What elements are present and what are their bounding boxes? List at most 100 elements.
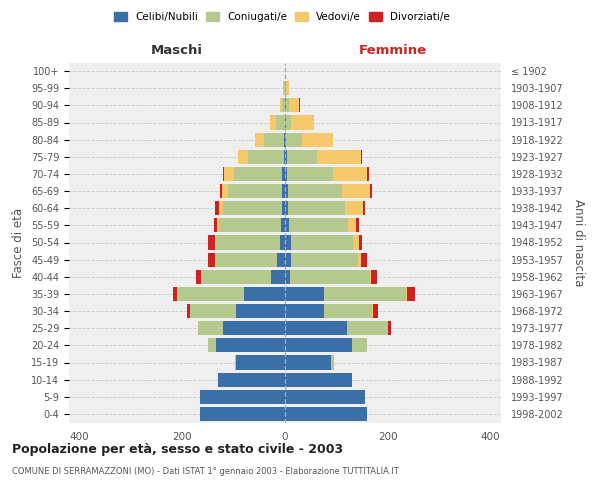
Text: Femmine: Femmine: [359, 44, 427, 58]
Bar: [302, 132, 334, 146]
Bar: [236, 304, 285, 318]
Bar: [215, 201, 218, 215]
Bar: [359, 236, 362, 250]
Bar: [373, 304, 378, 318]
Bar: [362, 201, 365, 215]
Bar: [223, 167, 224, 181]
Bar: [407, 287, 415, 301]
Bar: [299, 98, 300, 112]
Bar: [248, 150, 284, 164]
Bar: [352, 338, 367, 352]
Bar: [371, 270, 377, 284]
Bar: [285, 390, 365, 404]
Bar: [276, 116, 285, 130]
Bar: [361, 150, 362, 164]
Bar: [235, 356, 236, 370]
Bar: [285, 407, 367, 421]
Text: Maschi: Maschi: [151, 44, 203, 58]
Bar: [291, 252, 358, 266]
Bar: [358, 252, 361, 266]
Bar: [229, 184, 283, 198]
Bar: [196, 270, 200, 284]
Bar: [285, 132, 286, 146]
Bar: [223, 321, 285, 335]
Bar: [236, 356, 285, 370]
Bar: [323, 287, 406, 301]
Bar: [370, 184, 373, 198]
Bar: [281, 218, 285, 232]
Bar: [208, 252, 215, 266]
Bar: [271, 270, 285, 284]
Bar: [215, 338, 285, 352]
Bar: [285, 321, 347, 335]
Y-axis label: Fasce di età: Fasce di età: [13, 208, 25, 278]
Bar: [288, 201, 344, 215]
Bar: [285, 201, 288, 215]
Bar: [347, 321, 388, 335]
Bar: [285, 150, 287, 164]
Bar: [224, 167, 233, 181]
Bar: [367, 167, 370, 181]
Bar: [190, 304, 236, 318]
Bar: [285, 270, 290, 284]
Bar: [283, 167, 285, 181]
Bar: [284, 81, 285, 95]
Bar: [388, 321, 391, 335]
Bar: [285, 116, 286, 130]
Bar: [208, 236, 215, 250]
Bar: [406, 287, 407, 301]
Bar: [285, 338, 352, 352]
Bar: [285, 184, 287, 198]
Bar: [285, 236, 291, 250]
Bar: [356, 218, 359, 232]
Bar: [287, 150, 317, 164]
Bar: [208, 338, 215, 352]
Bar: [285, 356, 331, 370]
Bar: [283, 98, 285, 112]
Y-axis label: Anni di nascita: Anni di nascita: [572, 199, 585, 286]
Bar: [277, 252, 285, 266]
Bar: [287, 167, 334, 181]
Bar: [285, 167, 287, 181]
Bar: [286, 116, 291, 130]
Bar: [282, 201, 285, 215]
Bar: [285, 304, 323, 318]
Bar: [285, 252, 291, 266]
Bar: [331, 356, 334, 370]
Bar: [283, 184, 285, 198]
Bar: [285, 81, 286, 95]
Bar: [370, 270, 371, 284]
Bar: [285, 287, 323, 301]
Bar: [353, 236, 359, 250]
Bar: [215, 252, 277, 266]
Bar: [286, 132, 302, 146]
Bar: [323, 304, 373, 318]
Bar: [197, 321, 223, 335]
Bar: [200, 407, 285, 421]
Bar: [215, 236, 280, 250]
Bar: [334, 167, 367, 181]
Bar: [289, 218, 348, 232]
Bar: [286, 98, 289, 112]
Bar: [244, 287, 285, 301]
Bar: [290, 270, 370, 284]
Text: Popolazione per età, sesso e stato civile - 2003: Popolazione per età, sesso e stato civil…: [12, 442, 343, 456]
Bar: [344, 201, 362, 215]
Bar: [218, 372, 285, 386]
Bar: [284, 150, 285, 164]
Bar: [317, 150, 361, 164]
Bar: [361, 252, 367, 266]
Bar: [348, 218, 356, 232]
Bar: [280, 98, 283, 112]
Bar: [286, 81, 289, 95]
Bar: [220, 184, 222, 198]
Bar: [238, 150, 248, 164]
Bar: [223, 201, 282, 215]
Bar: [177, 287, 244, 301]
Bar: [214, 218, 217, 232]
Bar: [187, 304, 190, 318]
Bar: [264, 132, 284, 146]
Bar: [218, 201, 223, 215]
Bar: [283, 81, 284, 95]
Bar: [222, 184, 229, 198]
